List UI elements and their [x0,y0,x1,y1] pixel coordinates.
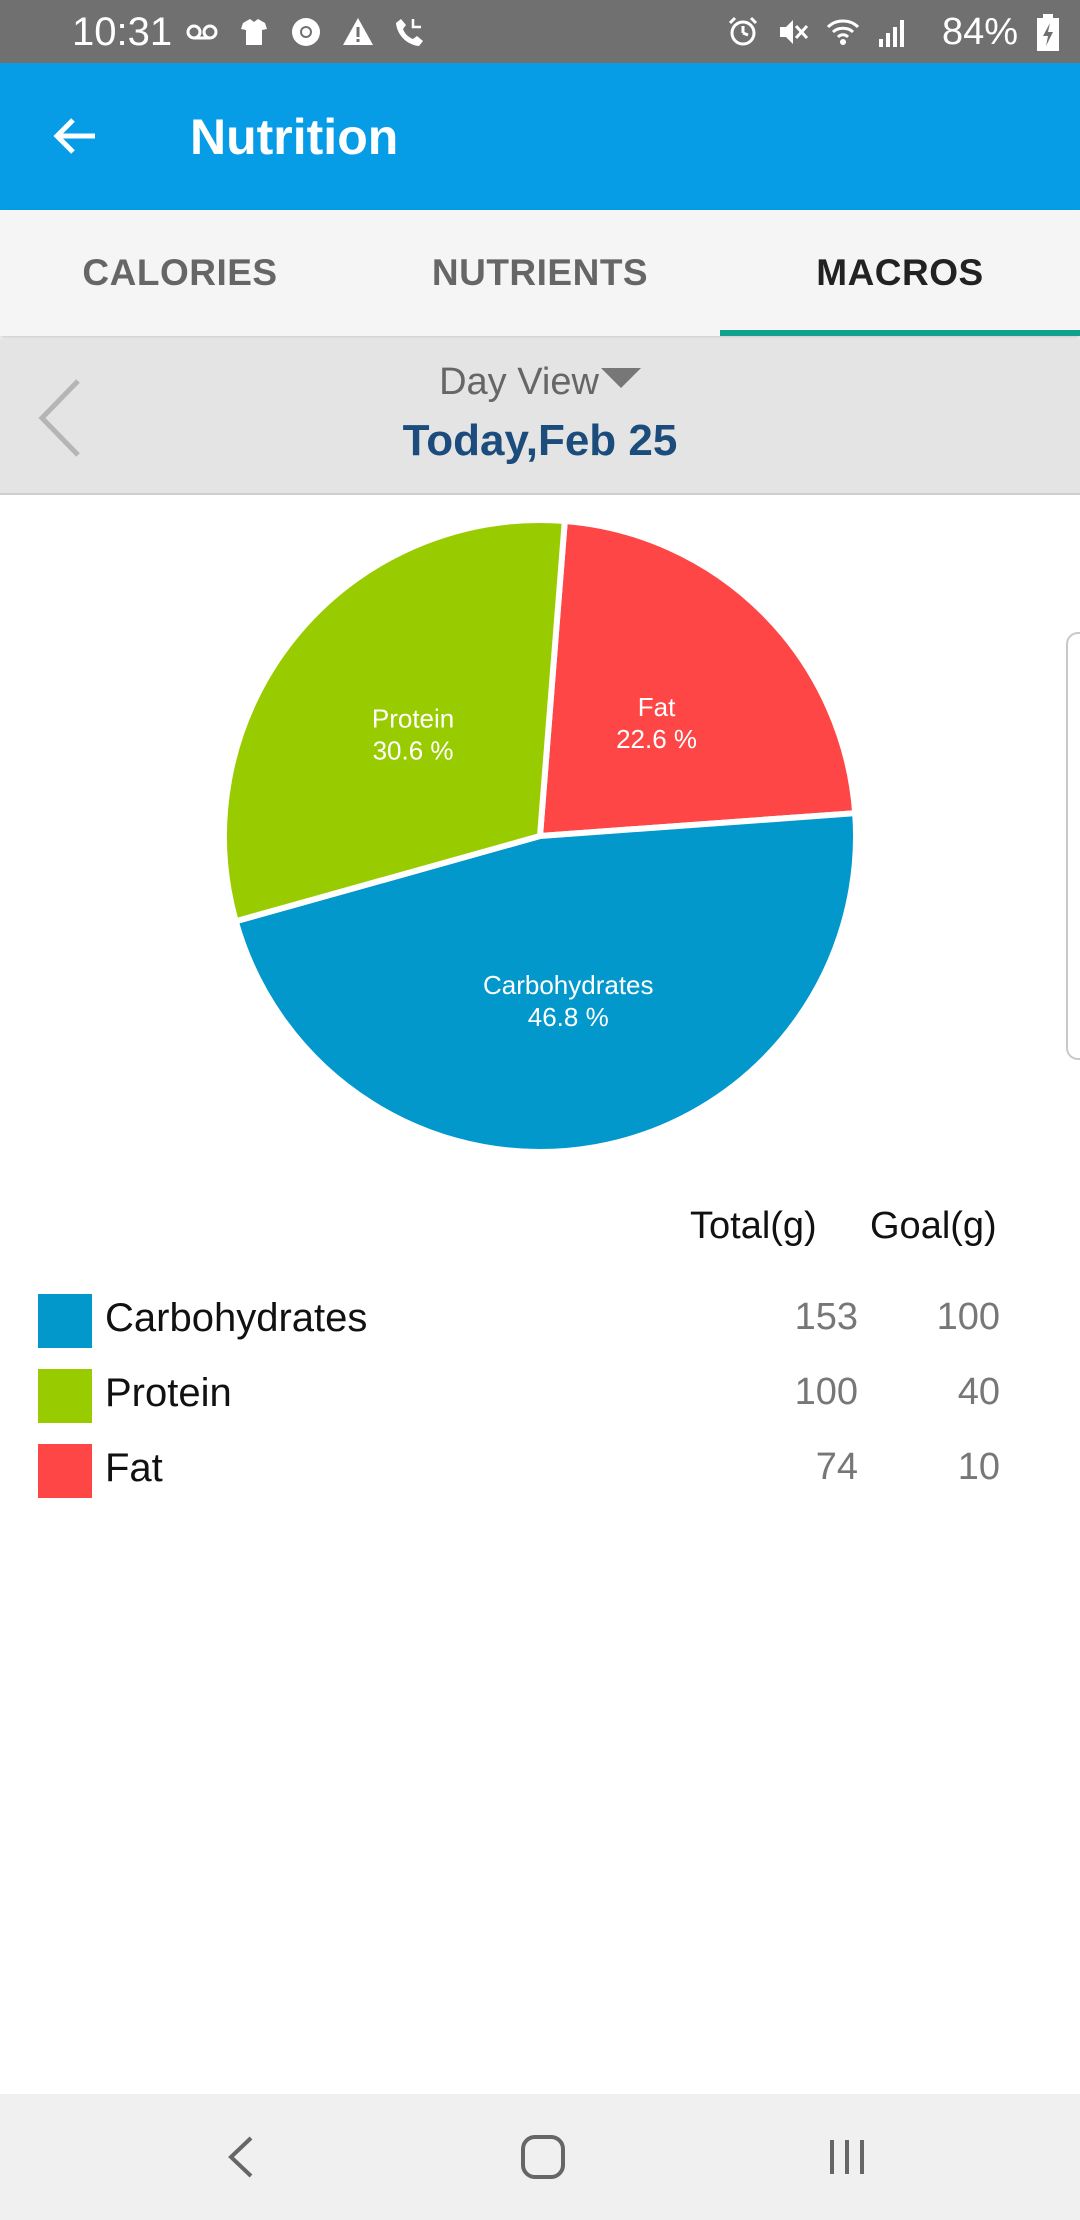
tab-macros[interactable]: MACROS [816,252,984,293]
notification-icons [185,10,427,54]
nav-home-button[interactable] [508,2124,578,2190]
macro-name: Carbohydrates [105,1296,368,1340]
fat-color-swatch [38,1444,92,1498]
pie-label-fat: Fat [638,692,676,722]
nav-back-button[interactable] [206,2124,276,2190]
active-tab-indicator [720,330,1080,336]
tab-bar: CALORIES NUTRIENTS MACROS [0,210,1080,336]
warning-icon [343,18,373,45]
pie-value-carbohydrates: 46.8 % [528,1002,609,1032]
pie-slice-fat [537,517,859,839]
goal-column-header: Goal(g) [870,1205,997,1247]
macro-name: Fat [105,1446,163,1490]
missed-call-icon [396,19,423,46]
chrome-icon [292,18,320,46]
macro-goal: 10 [957,1446,1000,1488]
view-dropdown-label: Day View [439,361,599,403]
macro-row-carbohydrates: Carbohydrates 153 100 [0,1290,1080,1352]
pie-label-protein: Protein [372,704,454,734]
carbohydrates-color-swatch [38,1294,92,1348]
back-button[interactable] [42,103,108,169]
macro-goal: 40 [957,1371,1000,1413]
status-bar: 10:31 84% [0,0,1080,63]
nav-home-icon [521,2135,565,2179]
macro-name: Protein [105,1371,232,1415]
dropdown-arrow-icon [600,367,641,388]
battery-percent: 84% [941,11,1018,53]
voicemail-icon [186,24,218,40]
nav-back-icon [228,2136,253,2178]
pie-value-protein: 30.6 % [373,736,454,766]
edge-panel-handle[interactable] [1066,632,1080,1060]
total-column-header: Total(g) [690,1205,817,1247]
macro-total: 153 [794,1296,858,1338]
pie-slice-carbohydrates [232,810,859,1155]
macro-total: 74 [815,1446,858,1488]
current-date: Today,Feb 25 [402,416,678,465]
macro-goal: 100 [936,1296,1000,1338]
pie-label-carbohydrates: Carbohydrates [483,970,654,1000]
app-bar: Nutrition [0,63,1080,210]
alarm-icon [728,16,758,46]
system-icons [726,10,910,54]
previous-day-button[interactable] [34,373,94,463]
page-title: Nutrition [190,109,399,165]
mute-icon [780,20,809,44]
system-nav-bar [0,2094,1080,2220]
macro-total: 100 [794,1371,858,1413]
date-navigator: Day View Today,Feb 25 [0,339,1080,495]
shirt-icon [241,19,267,45]
macro-row-fat: Fat 74 10 [0,1440,1080,1502]
view-dropdown[interactable]: Day View [0,361,1080,404]
battery-charging-icon [1037,14,1059,51]
nav-recents-button[interactable] [812,2124,882,2190]
pie-value-fat: 22.6 % [616,724,697,754]
macro-row-protein: Protein 100 40 [0,1365,1080,1427]
tab-nutrients[interactable]: NUTRIENTS [431,252,649,293]
signal-icon [879,20,904,47]
status-time: 10:31 [72,10,173,54]
arrow-left-icon [53,118,95,154]
pie-slice-protein [221,517,568,925]
protein-color-swatch [38,1369,92,1423]
wifi-icon [826,19,860,45]
nav-recents-icon [830,2140,864,2174]
tab-calories[interactable]: CALORIES [82,252,278,293]
